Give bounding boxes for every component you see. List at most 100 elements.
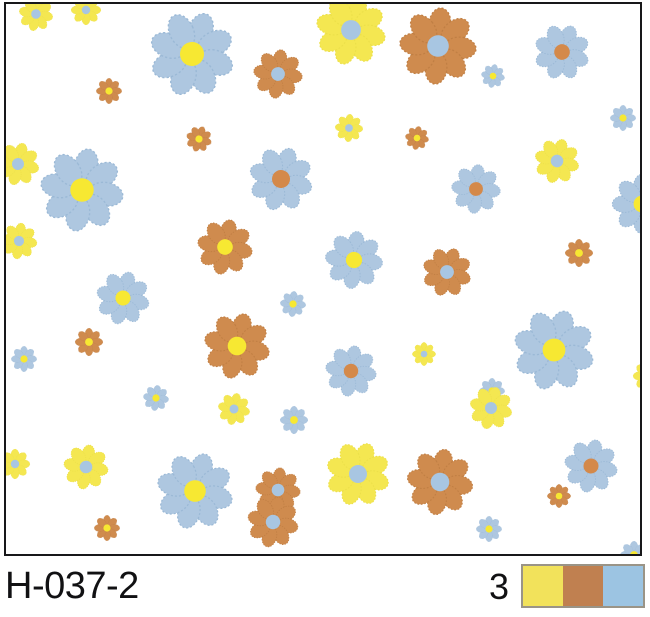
flower-center xyxy=(115,290,131,306)
flower xyxy=(96,271,150,325)
flower-center xyxy=(630,551,638,554)
flower xyxy=(412,342,436,366)
flower-center xyxy=(427,35,449,57)
flower-center xyxy=(575,249,583,257)
flower-center xyxy=(489,72,497,80)
flower xyxy=(564,439,618,493)
flower xyxy=(619,540,640,554)
flower-center xyxy=(152,394,160,402)
colorway-swatch-strip xyxy=(521,564,645,608)
flower-petal xyxy=(283,293,293,304)
flower-center xyxy=(345,124,353,132)
flower-center xyxy=(12,158,24,170)
flower-center xyxy=(229,404,239,414)
flower-center xyxy=(272,170,290,188)
flower-petal xyxy=(636,364,640,376)
flower xyxy=(186,126,212,152)
flower xyxy=(6,222,38,260)
flower-center xyxy=(217,239,233,255)
flower-center xyxy=(10,459,20,469)
flower-center xyxy=(633,195,640,213)
flower xyxy=(399,7,477,85)
pattern-code-label: H-037-2 xyxy=(5,565,139,607)
flower xyxy=(150,12,234,96)
flower-petal xyxy=(636,550,640,554)
flower-center xyxy=(81,5,91,15)
flower xyxy=(611,174,640,234)
flower xyxy=(157,453,233,529)
swatch-yellow xyxy=(523,566,563,606)
flower-center xyxy=(485,402,497,414)
flower xyxy=(481,64,505,88)
flower-petal xyxy=(146,387,157,398)
flower-center xyxy=(555,492,563,500)
flower-center xyxy=(420,350,428,358)
flower-center xyxy=(13,235,25,247)
flower-petal xyxy=(98,80,109,91)
flower xyxy=(197,219,253,275)
flower-center xyxy=(195,135,203,143)
flower-center xyxy=(265,514,281,530)
flower-center xyxy=(70,178,94,202)
flower xyxy=(249,147,313,211)
flower xyxy=(280,291,306,317)
flower-center xyxy=(85,338,93,346)
flower-center xyxy=(542,338,566,362)
pattern-panel xyxy=(4,2,642,556)
swatch-blue xyxy=(603,566,643,606)
flower xyxy=(632,364,640,388)
flower xyxy=(535,139,579,183)
flower-petal xyxy=(612,107,623,118)
flower-center xyxy=(227,336,247,356)
flower xyxy=(6,448,31,480)
flower-petal xyxy=(13,348,24,359)
flower-center xyxy=(180,42,204,66)
swatch-brown xyxy=(563,566,603,606)
flower-center xyxy=(31,9,41,19)
flower xyxy=(6,142,40,186)
flower xyxy=(204,313,270,379)
flower xyxy=(406,448,474,516)
flower-center xyxy=(79,460,93,474)
flower-center xyxy=(413,134,421,142)
flower-center xyxy=(550,154,564,168)
flower xyxy=(316,4,386,65)
colorway-number-label: 3 xyxy=(489,566,510,607)
flower-center xyxy=(290,416,298,424)
flower xyxy=(96,78,122,104)
flower-center xyxy=(583,458,599,474)
flower xyxy=(253,49,303,99)
flower-center xyxy=(430,472,450,492)
flower-center xyxy=(440,265,454,279)
flower-center xyxy=(349,465,367,483)
flower xyxy=(610,105,636,131)
flower-center xyxy=(105,87,113,95)
flower xyxy=(19,4,53,31)
flower xyxy=(143,385,169,411)
flower-pattern-canvas xyxy=(6,4,640,554)
flower xyxy=(247,496,299,548)
flower-center xyxy=(184,480,206,502)
flower xyxy=(476,516,502,542)
flower xyxy=(405,126,429,150)
flower-center xyxy=(271,483,285,497)
flower xyxy=(218,393,250,425)
flower xyxy=(94,515,120,541)
flower xyxy=(470,387,512,429)
flower xyxy=(279,405,309,435)
flower-petal xyxy=(478,518,489,529)
flower xyxy=(40,148,124,232)
flower xyxy=(74,327,104,357)
flower xyxy=(70,4,102,26)
flower-center xyxy=(343,363,359,379)
flower xyxy=(334,113,364,143)
flower xyxy=(547,484,571,508)
flower-center xyxy=(20,355,28,363)
flower xyxy=(423,248,471,296)
flower-center xyxy=(289,300,297,308)
flower-center xyxy=(619,114,627,122)
flower xyxy=(535,25,589,79)
flower-petal xyxy=(481,380,492,391)
flower xyxy=(514,310,594,390)
flower xyxy=(11,346,37,372)
